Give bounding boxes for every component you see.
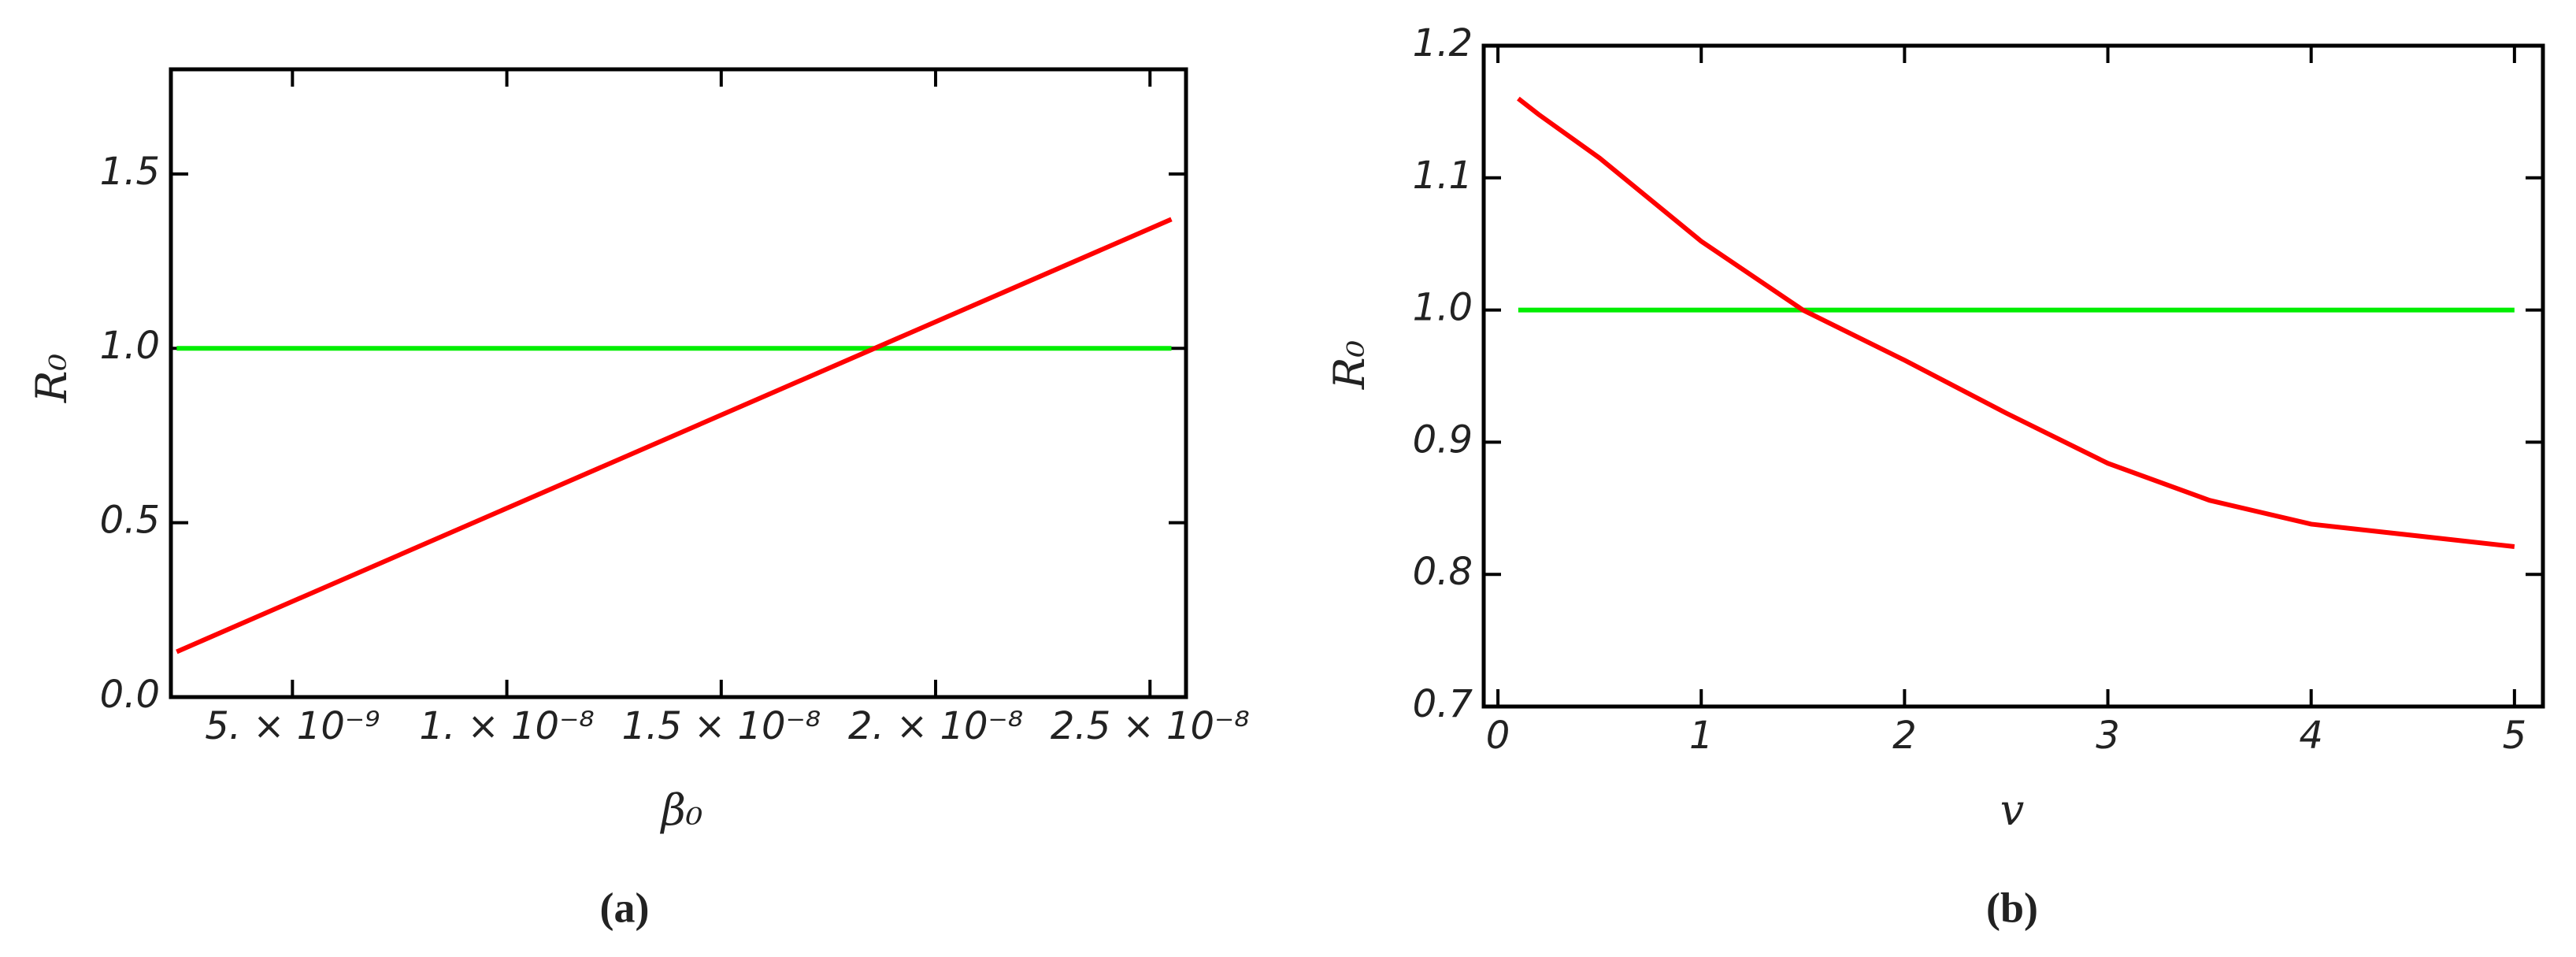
x-tick-label: 1.5 × 10⁻⁸ (621, 704, 821, 748)
y-tick-label: 0.7 (1413, 682, 1473, 726)
y-tick-label: 1.1 (1413, 154, 1473, 198)
y-tick-label: 0.0 (100, 673, 160, 717)
x-tick-label: 5. × 10⁻⁹ (205, 704, 380, 748)
x-tick-label: 2.5 × 10⁻⁸ (1051, 704, 1250, 748)
series-line (176, 217, 1173, 655)
x-tick-label: 1 (1689, 714, 1714, 758)
y-tick-label: 0.8 (1413, 550, 1473, 594)
x-tick-label: 2 (1892, 714, 1917, 758)
y-tick-label: 1.0 (100, 324, 160, 368)
caption: (a) (600, 884, 650, 931)
series-line (1517, 96, 2515, 549)
y-axis-label: R₀ (27, 354, 76, 403)
x-axis-label: β₀ (660, 785, 703, 835)
y-tick-label: 1.2 (1413, 21, 1473, 65)
y-tick-label: 1.5 (100, 150, 160, 194)
y-tick-label: 0.5 (100, 499, 160, 543)
x-tick-label: 3 (2096, 714, 2120, 758)
y-tick-label: 0.9 (1413, 417, 1473, 462)
x-tick-label: 0 (1486, 714, 1510, 758)
x-tick-label: 1. × 10⁻⁸ (419, 704, 594, 748)
plot-frame (169, 67, 1188, 699)
x-tick-label: 2. × 10⁻⁸ (848, 704, 1023, 748)
x-axis-label: v (2000, 785, 2025, 835)
caption: (b) (1986, 884, 2038, 931)
plot-frame (1481, 43, 2545, 709)
x-tick-label: 5 (2503, 714, 2527, 758)
y-tick-label: 1.0 (1413, 286, 1473, 330)
x-tick-label: 4 (2299, 714, 2323, 758)
y-axis-label: R₀ (1325, 340, 1374, 390)
